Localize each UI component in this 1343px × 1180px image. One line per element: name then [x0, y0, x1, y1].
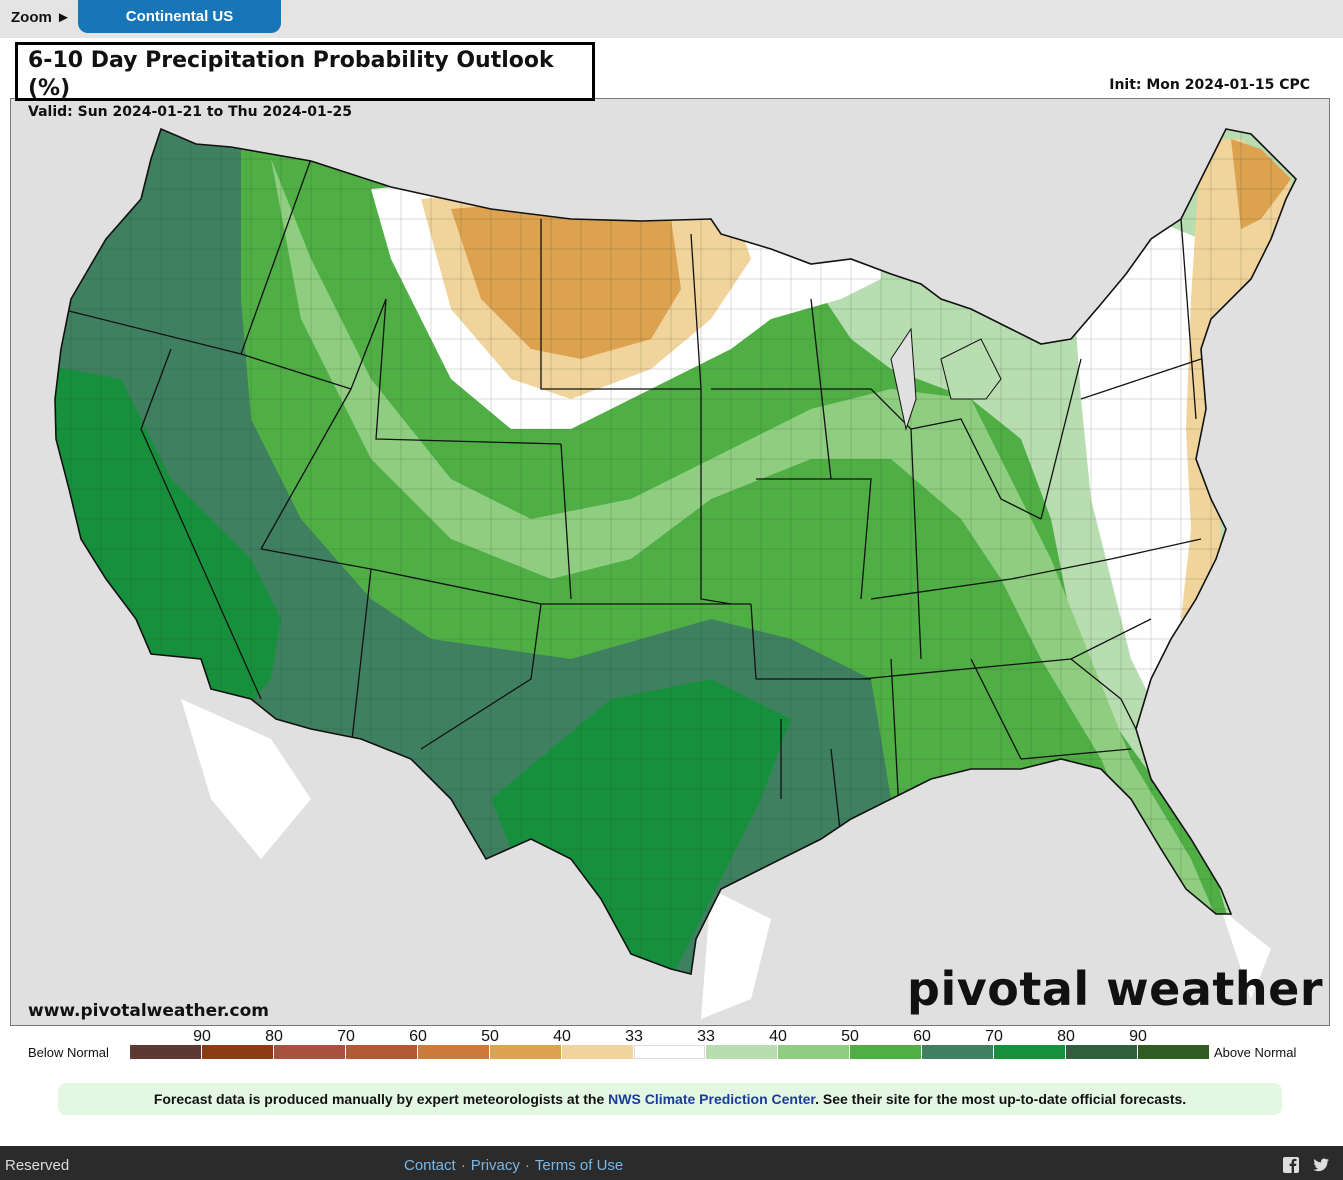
legend-tick: 80: [1057, 1028, 1075, 1045]
notice-text-after: . See their site for the most up-to-date…: [815, 1091, 1187, 1107]
legend-tick: 33: [697, 1028, 715, 1045]
link-separator: ·: [460, 1157, 466, 1174]
legend-tick: 60: [913, 1028, 931, 1045]
valid-range: Valid: Sun 2024-01-21 to Thu 2024-01-25: [28, 104, 353, 120]
legend-swatch: [1138, 1045, 1210, 1059]
legend-swatch: [922, 1045, 994, 1059]
region-button[interactable]: Continental US: [78, 0, 281, 33]
zoom-label: Zoom ►: [11, 9, 71, 26]
legend-swatch: [994, 1045, 1066, 1059]
legend-tick: 50: [841, 1028, 859, 1045]
forecast-notice: Forecast data is produced manually by ex…: [58, 1083, 1282, 1115]
facebook-icon[interactable]: [1282, 1156, 1300, 1174]
legend-tick: 60: [409, 1028, 427, 1045]
footer-links: Contact · Privacy · Terms of Use: [404, 1157, 623, 1174]
legend-swatch: [562, 1045, 634, 1059]
contact-link[interactable]: Contact: [404, 1157, 456, 1174]
legend-tick: 40: [553, 1028, 571, 1045]
footer: Reserved Contact · Privacy · Terms of Use: [0, 1146, 1343, 1180]
map-graphic: [11, 99, 1329, 1025]
legend-swatch: [706, 1045, 778, 1059]
legend-tick: 90: [1129, 1028, 1147, 1045]
legend-tick: 33: [625, 1028, 643, 1045]
legend-tick: 40: [769, 1028, 787, 1045]
init-label: Init: Mon 2024-01-15 CPC: [1109, 77, 1310, 93]
legend-tick: 90: [193, 1028, 211, 1045]
notice-text-before: Forecast data is produced manually by ex…: [153, 1091, 609, 1107]
legend-tick: 70: [337, 1028, 355, 1045]
rights-reserved: Reserved: [5, 1157, 70, 1174]
legend-swatch: [634, 1045, 706, 1059]
legend-tick: 70: [985, 1028, 1003, 1045]
privacy-link[interactable]: Privacy: [470, 1157, 520, 1174]
link-separator: ·: [524, 1157, 530, 1174]
legend-swatch: [346, 1045, 418, 1059]
legend-swatch: [274, 1045, 346, 1059]
below-normal-label: Below Normal: [28, 1045, 109, 1060]
legend-swatch: [130, 1045, 202, 1059]
twitter-icon[interactable]: [1312, 1156, 1330, 1174]
site-url: www.pivotalweather.com: [28, 1001, 270, 1021]
pivotal-weather-logo: pivotal weather: [907, 962, 1323, 1016]
legend-tick: 50: [481, 1028, 499, 1045]
title-box: 6-10 Day Precipitation Probability Outlo…: [15, 42, 595, 120]
legend-swatch: [202, 1045, 274, 1059]
terms-link[interactable]: Terms of Use: [534, 1157, 624, 1174]
legend-tick: 80: [265, 1028, 283, 1045]
legend-swatch: [1066, 1045, 1138, 1059]
cpc-link[interactable]: NWS Climate Prediction Center: [608, 1091, 816, 1107]
above-normal-label: Above Normal: [1214, 1045, 1297, 1060]
legend-swatch: [778, 1045, 850, 1059]
forecast-map: [10, 98, 1330, 1026]
legend-swatch: [490, 1045, 562, 1059]
legend-swatch: [418, 1045, 490, 1059]
legend-swatch: [850, 1045, 922, 1059]
map-title: 6-10 Day Precipitation Probability Outlo…: [28, 48, 554, 101]
zoom-bar: Zoom ► Continental US: [0, 0, 1343, 38]
color-legend: Below Normal Above Normal 90 80 70 60 50 40 33…: [0, 1026, 1343, 1066]
